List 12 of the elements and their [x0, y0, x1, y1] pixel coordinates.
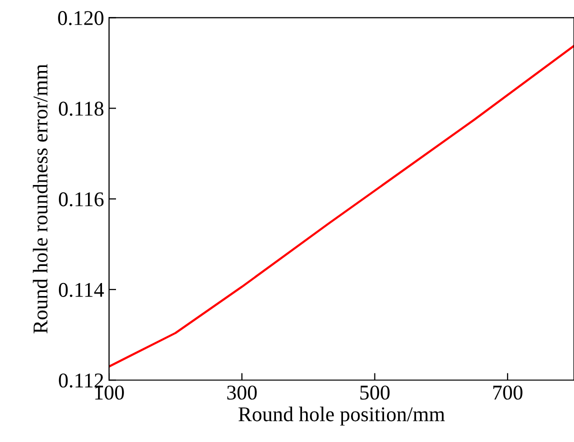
y-tick-label: 0.116: [58, 192, 104, 206]
x-axis-title: Round hole position/mm: [238, 406, 445, 426]
x-tick-label: 500: [360, 386, 390, 400]
y-tick-label: 0.114: [58, 282, 104, 298]
x-tick-label: 100: [95, 386, 124, 400]
y-axis-title: Round hole roundness error/mm: [32, 64, 48, 334]
x-tick-label: 700: [493, 386, 522, 400]
y-tick-label: 0.118: [58, 102, 104, 116]
line-series: [109, 44, 574, 368]
y-tick-label: 0.120: [58, 11, 104, 26]
y-tick-label: 0.112: [58, 373, 104, 388]
x-tick-label: 300: [227, 386, 257, 400]
